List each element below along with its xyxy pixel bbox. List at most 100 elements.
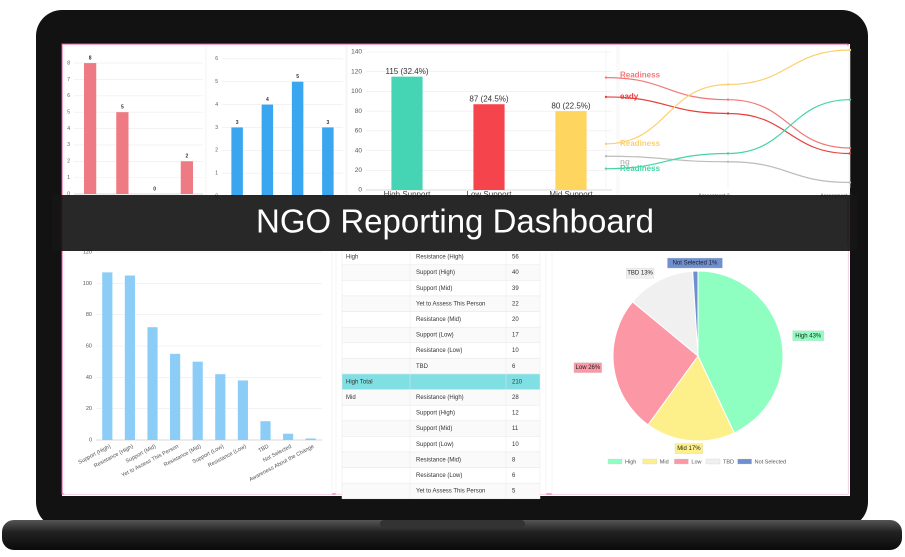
data-label: 5 [296,74,299,80]
table-cell: 17 [512,333,519,339]
point [848,98,852,101]
table-cell: TBD [416,364,429,370]
series-label: Readiness [620,139,661,148]
legend-swatch [705,458,721,465]
data-label: 3 [326,120,329,126]
table-cell: 39 [512,286,519,292]
y-tick-label: 3 [67,142,70,148]
bar [231,127,243,196]
table-cell: Support (Mid) [416,426,452,432]
table-cell: 8 [512,457,516,463]
y-tick-label: 20 [355,167,363,174]
table-cell: Resistance (Mid) [416,317,461,323]
point [726,112,730,115]
bar [291,81,304,196]
y-tick-label: 5 [67,110,70,116]
bar [555,111,587,190]
y-tick-label: 20 [86,406,92,412]
legend-swatch [737,458,752,465]
table-cell: 6 [512,364,516,370]
y-tick-label: 0 [67,191,70,197]
bar [83,63,97,194]
laptop-base [2,520,902,550]
point [726,83,730,86]
bar [116,112,129,194]
content: 0123456788502012345634530204060801001201… [63,45,852,500]
series-label: Readiness [620,71,661,80]
table-cell: Support (High) [416,411,455,417]
table-cell: Resistance (High) [416,255,464,261]
data-label: 5 [121,105,124,111]
pie-label-bg [573,362,602,373]
table-cell: Yet to Assess This Person [416,489,485,495]
table-cell: Support (Low) [416,333,454,339]
bar [215,374,226,440]
table-cell: Support (High) [416,270,455,276]
table-cell: 22 [512,301,519,307]
y-tick-label: 60 [355,128,363,135]
data-label: 2 [185,154,188,160]
table-cell: 40 [512,270,519,276]
pie-slice [612,301,699,426]
data-label: 4 [266,97,269,103]
point [726,160,730,163]
bar [260,421,271,440]
y-tick-label: 5 [215,79,218,85]
y-tick-label: 4 [215,102,218,108]
pie-label-bg [626,267,655,279]
x-tick-label: High Support [384,190,431,199]
legend-label: Not Selected [755,459,787,465]
y-tick-label: 2 [215,148,218,154]
pie-slice [631,270,699,358]
y-tick-label: 2 [67,159,70,165]
x-tick-label: Low Support [467,190,513,199]
table-cell: 11 [512,426,519,432]
table-cell: 6 [512,473,516,479]
point [848,146,852,150]
point [604,167,608,170]
bar [473,104,505,190]
table-cell: 10 [512,442,519,448]
legend-label: Mid [660,459,669,465]
data-label: 3 [236,120,239,126]
y-tick-label: 140 [351,49,362,56]
point [604,155,608,158]
series-label: eady [620,92,639,101]
y-tick-label: 80 [86,312,92,318]
legend-label: TBD [723,459,734,465]
legend-label: High [625,459,636,465]
bar [180,161,194,194]
bar [102,272,113,440]
point [848,181,852,184]
table-cell: Mid [346,395,356,401]
bar [124,275,135,440]
legend-swatch [674,458,689,465]
x-tick-label: TBD [258,444,271,454]
bar [322,127,334,196]
table-cell: Support (Low) [416,442,454,448]
y-tick-label: 8 [67,60,70,66]
pie-label-bg [674,443,703,454]
banner-title: NGO Reporting Dashboard [256,203,654,240]
pie-slice [697,270,784,434]
point [848,48,852,52]
y-tick-label: 4 [67,126,70,132]
data-label: 8 [89,55,92,61]
data-label: 0 [153,186,156,192]
y-tick-label: 80 [355,108,363,115]
y-tick-label: 7 [67,77,70,83]
panel [618,45,850,199]
series-label: ng [620,157,630,166]
pie-label: TBD 13% [627,271,653,277]
table-cell: 12 [512,411,519,417]
point [604,142,608,146]
table-cell: 20 [512,317,519,323]
y-tick-label: 40 [355,147,363,154]
pie-label: Low 26% [576,365,601,371]
table-row [341,482,541,500]
table-cell: 10 [512,348,519,354]
banner [52,195,857,251]
legend-label: Low [691,459,701,465]
data-label: 87 (24.5%) [469,94,508,103]
bar [237,380,248,440]
